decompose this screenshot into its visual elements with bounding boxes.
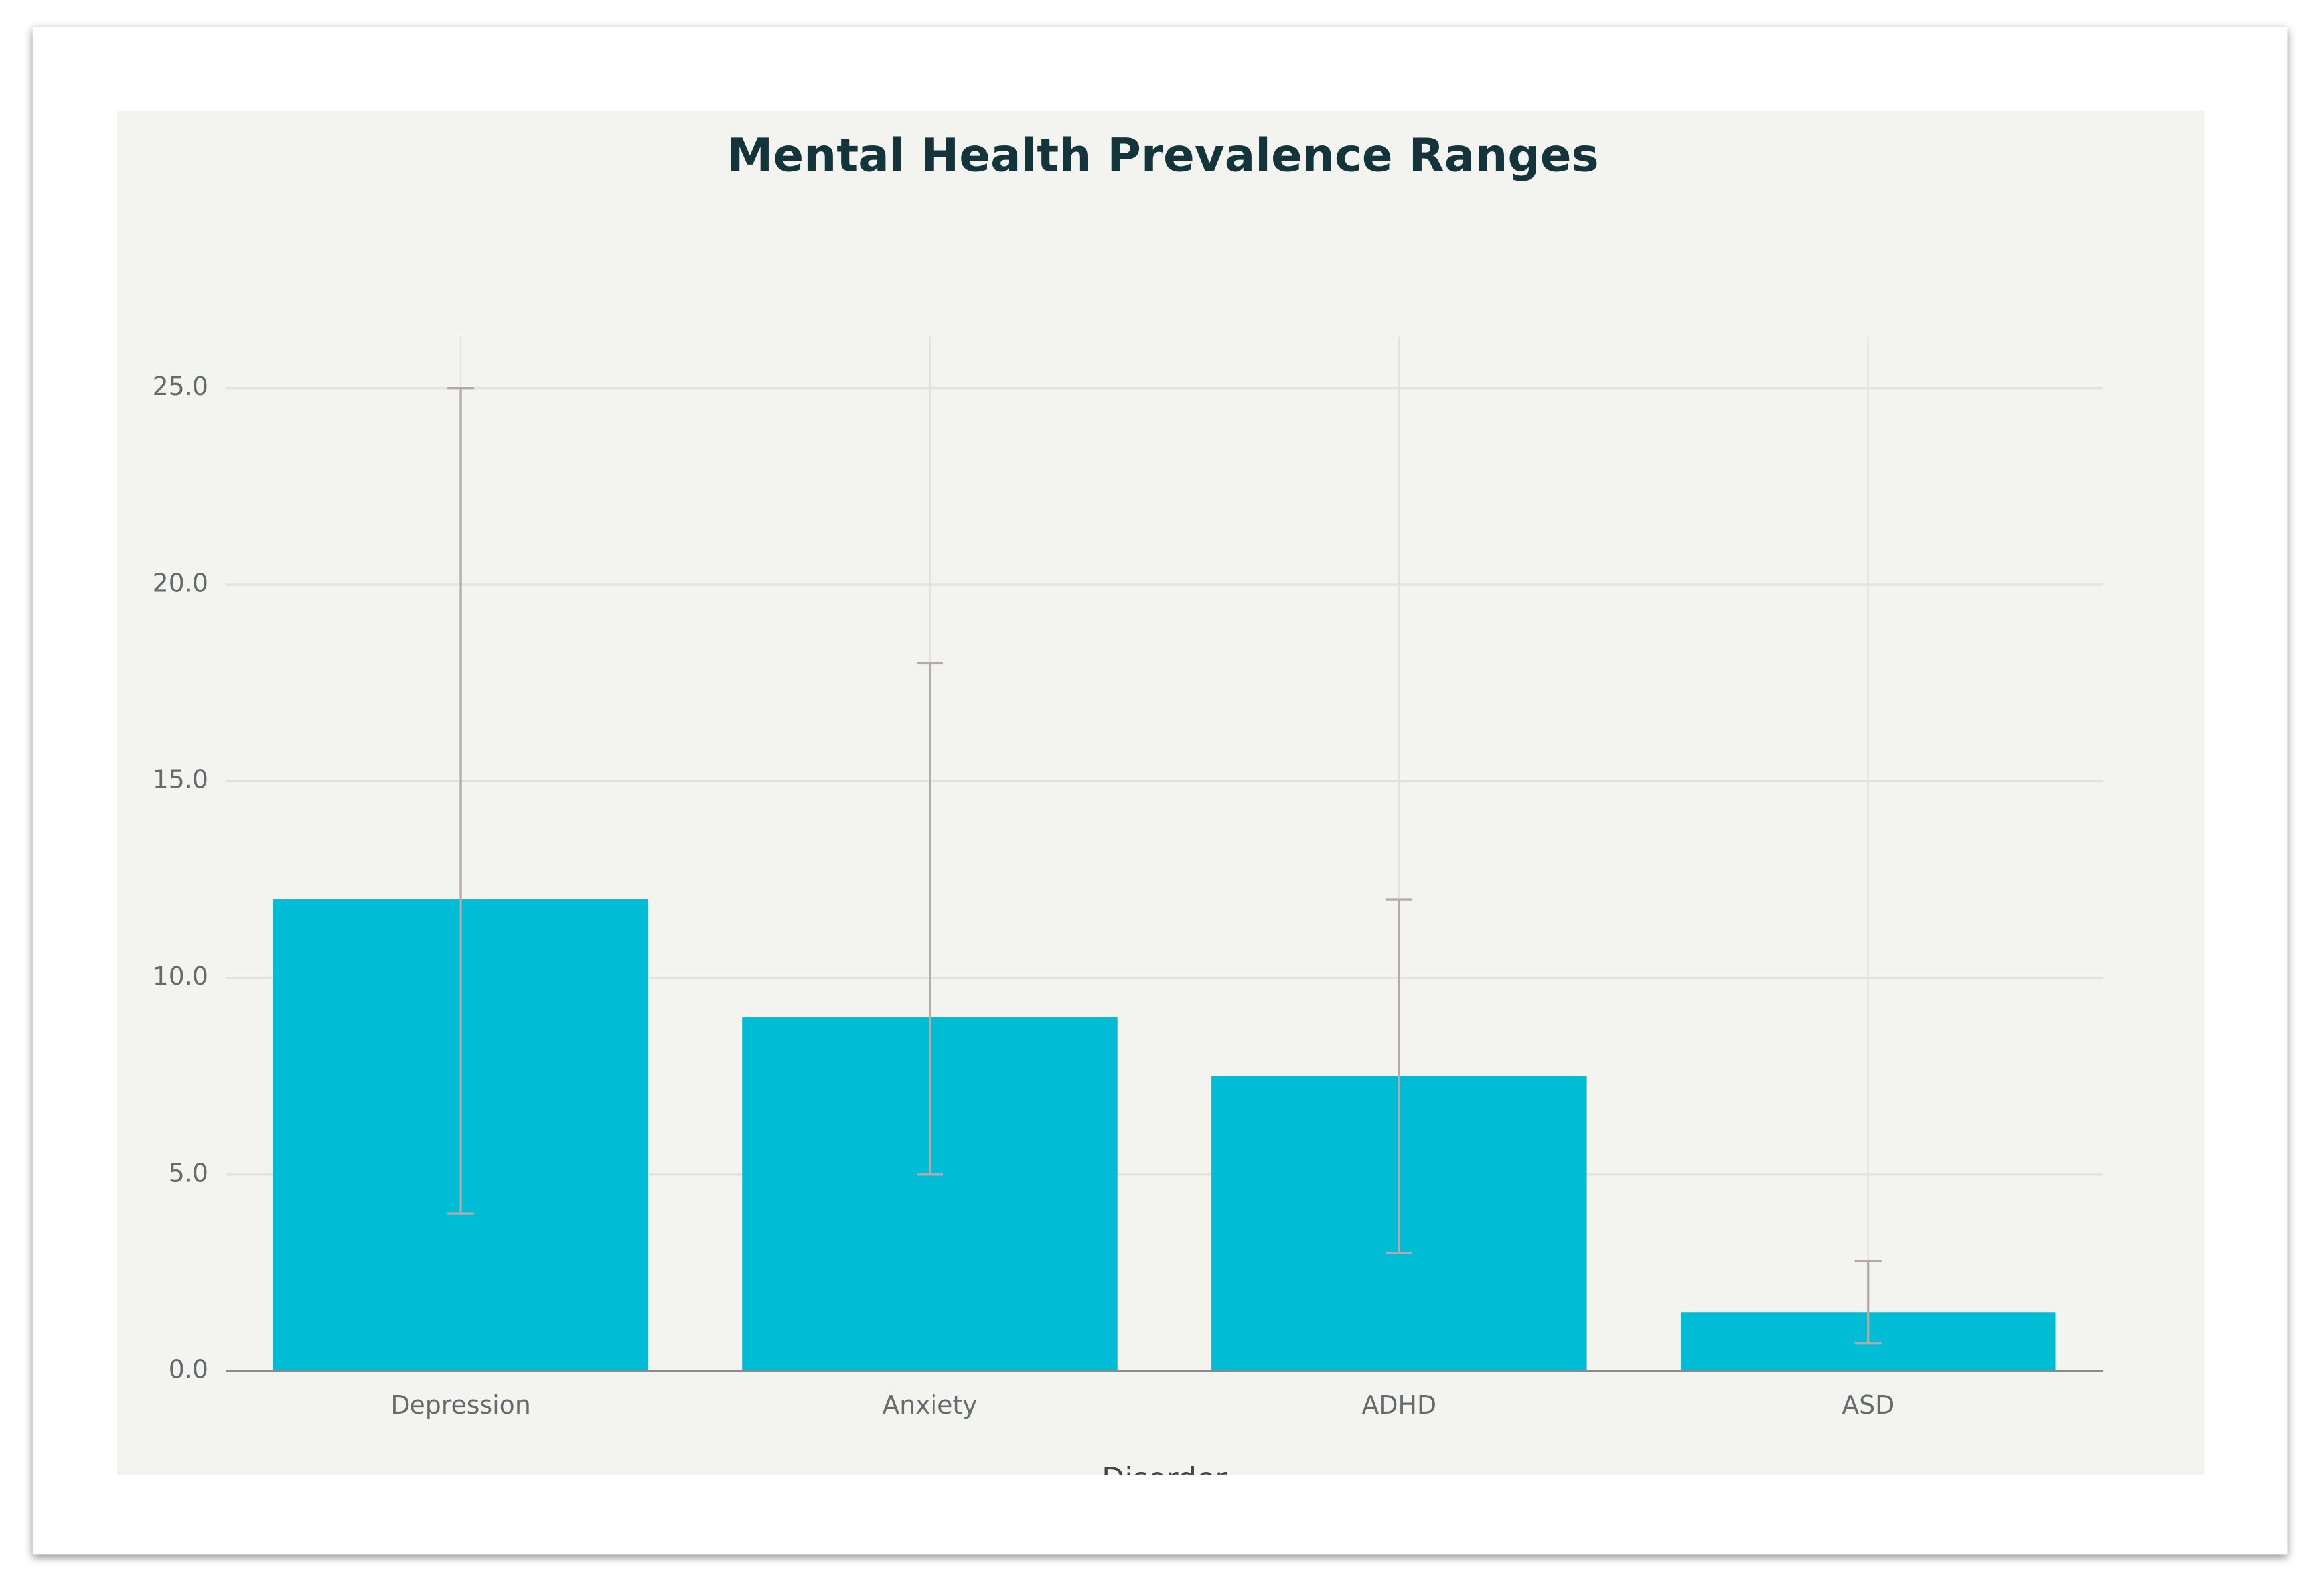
x-tick-label: Anxiety (882, 1390, 977, 1419)
x-axis-title: Disorder (1102, 1462, 1227, 1496)
x-tick-label: ADHD (1362, 1390, 1437, 1419)
plot-panel: Mental Health Prevalence Ranges Disorder… (116, 110, 2205, 1496)
x-tick-label: Depression (390, 1390, 530, 1419)
y-tick-label: 5.0 (169, 1158, 208, 1187)
y-tick-label: 10.0 (153, 962, 208, 991)
y-tick-label: 20.0 (153, 568, 208, 597)
y-tick-label: 0.0 (169, 1355, 208, 1384)
chart-title: Mental Health Prevalence Ranges (727, 129, 1599, 182)
x-tick-label: ASD (1842, 1390, 1894, 1419)
y-tick-label: 15.0 (153, 765, 208, 794)
y-tick-label: 25.0 (153, 372, 208, 401)
